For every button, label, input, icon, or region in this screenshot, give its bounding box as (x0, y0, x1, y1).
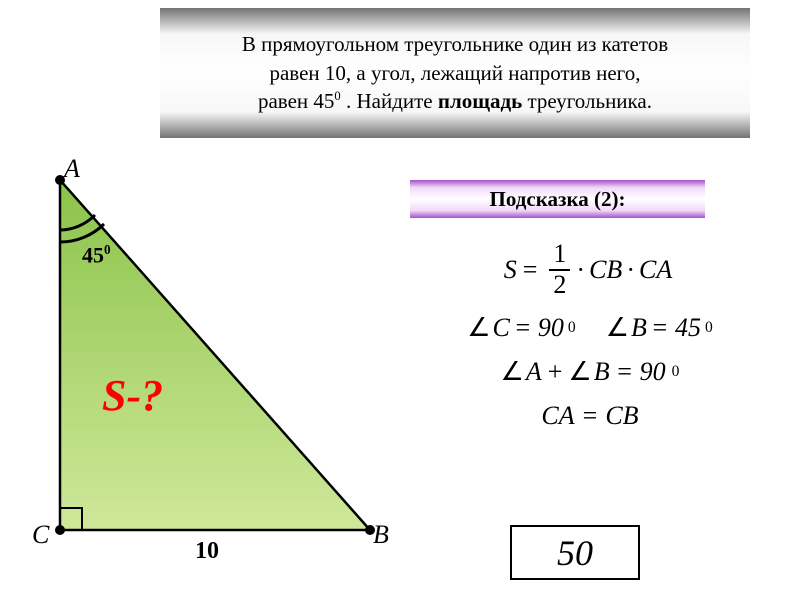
vertex-c-dot (55, 525, 65, 535)
problem-line3: равен 450 . Найдите площадь треугольника… (190, 87, 720, 115)
vertex-b-label: B (373, 520, 389, 550)
hint-button[interactable]: Подсказка (2): (410, 180, 705, 218)
formulas-block: S = 1 2 · CB · CA C = 900 B = 450 A + B … (430, 240, 750, 445)
formula-legs-equal: CA = CB (430, 401, 750, 431)
formula-angles-cb: C = 900 B = 450 (430, 313, 750, 343)
problem-statement: В прямоугольном треугольнике один из кат… (160, 8, 750, 138)
side-cb-label: 10 (195, 538, 219, 565)
formula-angle-sum: A + B = 900 (430, 357, 750, 387)
answer-box: 50 (510, 525, 640, 580)
vertex-a-label: A (64, 154, 80, 184)
triangle-svg (20, 160, 400, 580)
angle-a-label: 450 (82, 242, 111, 268)
problem-line2: равен 10, а угол, лежащий напротив него, (190, 59, 720, 87)
formula-area: S = 1 2 · CB · CA (430, 240, 750, 299)
triangle-shape (60, 180, 370, 530)
triangle-diagram: A B C 450 S-? 10 (20, 160, 400, 580)
fraction-half: 1 2 (549, 240, 570, 299)
area-question: S-? (102, 370, 163, 421)
vertex-c-label: C (32, 520, 49, 550)
problem-line1: В прямоугольном треугольнике один из кат… (190, 30, 720, 58)
